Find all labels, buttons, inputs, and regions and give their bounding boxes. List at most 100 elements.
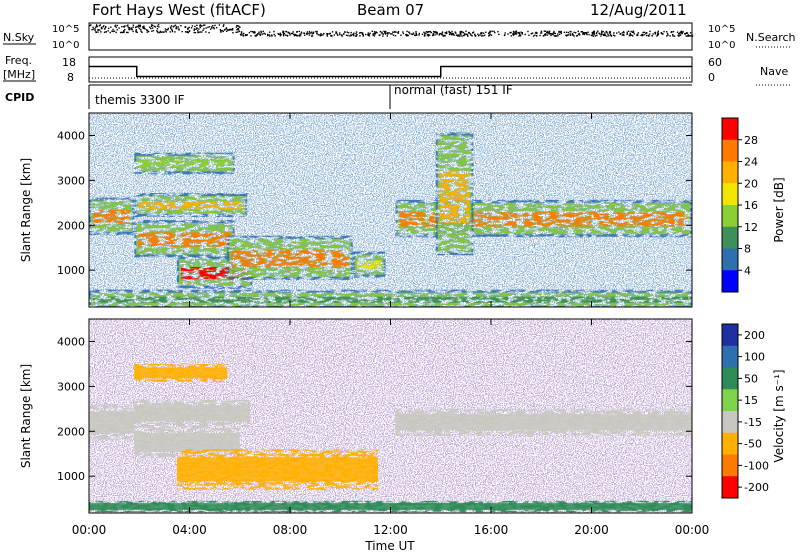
noise-sample-dot — [205, 27, 207, 29]
noise-sample-dot — [460, 32, 462, 34]
noise-sample-dot — [300, 31, 303, 33]
noise-sample-dot — [253, 32, 256, 34]
noise-sample-dot — [428, 34, 431, 36]
noise-sample-dot — [600, 31, 603, 34]
noise-sample-dot — [150, 25, 153, 27]
noise-sample-dot — [299, 35, 301, 37]
noise-sample-dot — [459, 32, 461, 35]
noise-sample-dot — [445, 32, 447, 35]
noise-sample-dot — [565, 34, 568, 37]
noise-sample-dot — [632, 31, 635, 34]
noise-sample-dot — [542, 35, 545, 37]
noise-sample-dot — [253, 30, 255, 33]
power-region-core — [231, 250, 349, 268]
noise-sample-dot — [343, 33, 345, 35]
velocity-colorbar-tick-label: -15 — [744, 416, 762, 429]
noise-sample-dot — [94, 28, 96, 30]
freq-label-line1: Freq. — [5, 54, 32, 67]
noise-sample-dot — [285, 30, 288, 33]
noise-sample-dot — [654, 33, 657, 35]
noise-sample-dot — [482, 35, 484, 37]
noise-sample-dot — [581, 30, 584, 33]
noise-sample-dot — [170, 27, 172, 29]
noise-sample-dot — [622, 31, 625, 33]
noise-sample-dot — [277, 33, 280, 36]
noise-left-tick-top: 10^5 — [52, 24, 79, 35]
noise-sample-dot — [691, 35, 694, 37]
noise-sample-dot — [238, 30, 240, 33]
noise-sample-dot — [629, 33, 632, 36]
noise-sample-dot — [144, 28, 146, 30]
noise-sample-dot — [553, 32, 555, 35]
power-colorbar-swatch — [722, 139, 738, 162]
noise-sample-dot — [427, 33, 430, 36]
noise-sample-dot — [159, 30, 162, 33]
noise-sample-dot — [254, 35, 256, 37]
noise-sample-dot — [472, 31, 475, 33]
noise-sample-dot — [191, 25, 194, 27]
noise-sample-dot — [355, 32, 357, 35]
noise-sample-dot — [114, 25, 116, 27]
noise-sample-dot — [335, 31, 337, 33]
noise-sample-dot — [258, 31, 260, 33]
noise-sample-dot — [150, 27, 152, 30]
noise-sample-dot — [641, 34, 644, 37]
velocity-ytick-label: 2000 — [57, 425, 85, 438]
noise-sample-dot — [267, 34, 269, 37]
noise-sample-dot — [116, 24, 119, 27]
noise-sample-dot — [415, 31, 417, 33]
noise-sample-dot — [397, 31, 400, 33]
velocity-colorbar-tick-label: -200 — [744, 481, 769, 494]
noise-sample-dot — [641, 34, 643, 36]
noise-sample-dot — [543, 30, 546, 32]
noise-sample-dot — [446, 31, 448, 33]
noise-sample-dot — [498, 33, 500, 36]
noise-sample-dot — [448, 33, 451, 36]
noise-sample-dot — [411, 33, 413, 35]
noise-sample-dot — [444, 31, 446, 34]
velocity-yticks: 4000 3000 2000 1000 — [57, 335, 692, 483]
power-colorbar-label: Power [dB] — [772, 177, 786, 242]
velocity-region-core — [89, 503, 692, 510]
noise-sample-dot — [238, 25, 240, 28]
noise-sample-dot — [551, 33, 553, 35]
noise-sample-dot — [571, 34, 574, 36]
noise-sample-dot — [149, 26, 151, 28]
noise-sample-dot — [132, 30, 134, 33]
noise-sample-dot — [147, 30, 150, 33]
noise-sample-dot — [569, 30, 571, 33]
noise-sample-dot — [558, 33, 561, 36]
nave-label: Nave — [760, 65, 788, 78]
velocity-region-core — [134, 367, 228, 379]
noise-sample-dot — [613, 32, 615, 34]
noise-sample-dot — [586, 33, 588, 36]
noise-sample-dot — [540, 30, 543, 33]
noise-sample-dot — [92, 28, 95, 30]
noise-sample-dot — [451, 34, 453, 36]
noise-sample-dot — [374, 33, 376, 35]
noise-sample-dot — [331, 31, 334, 33]
noise-sample-dot — [619, 33, 622, 35]
noise-sample-dot — [360, 32, 363, 34]
noise-sample-dot — [282, 31, 284, 34]
noise-sample-dot — [282, 34, 285, 36]
noise-sample-dot — [250, 30, 252, 33]
noise-sample-dot — [514, 31, 516, 33]
noise-sample-dot — [328, 33, 330, 35]
noise-sample-dot — [229, 28, 231, 31]
noise-sample-dot — [112, 30, 114, 33]
noise-sample-dot — [316, 30, 318, 33]
noise-sample-dot — [434, 31, 437, 33]
noise-sample-dot — [598, 32, 600, 34]
noise-sample-dot — [230, 28, 233, 31]
noise-sample-dot — [540, 32, 543, 34]
velocity-colorbar-tick-label: -50 — [744, 438, 762, 451]
noise-sample-dot — [630, 30, 632, 33]
noise-sample-dot — [347, 34, 349, 37]
power-colorbar-tick-label: 24 — [744, 156, 758, 169]
noise-sample-dot — [352, 33, 354, 36]
power-region-core — [93, 210, 131, 225]
noise-sample-dot — [127, 26, 130, 28]
velocity-colorbar-label: Velocity [m s⁻¹] — [772, 369, 786, 462]
noise-sample-dot — [242, 34, 244, 36]
